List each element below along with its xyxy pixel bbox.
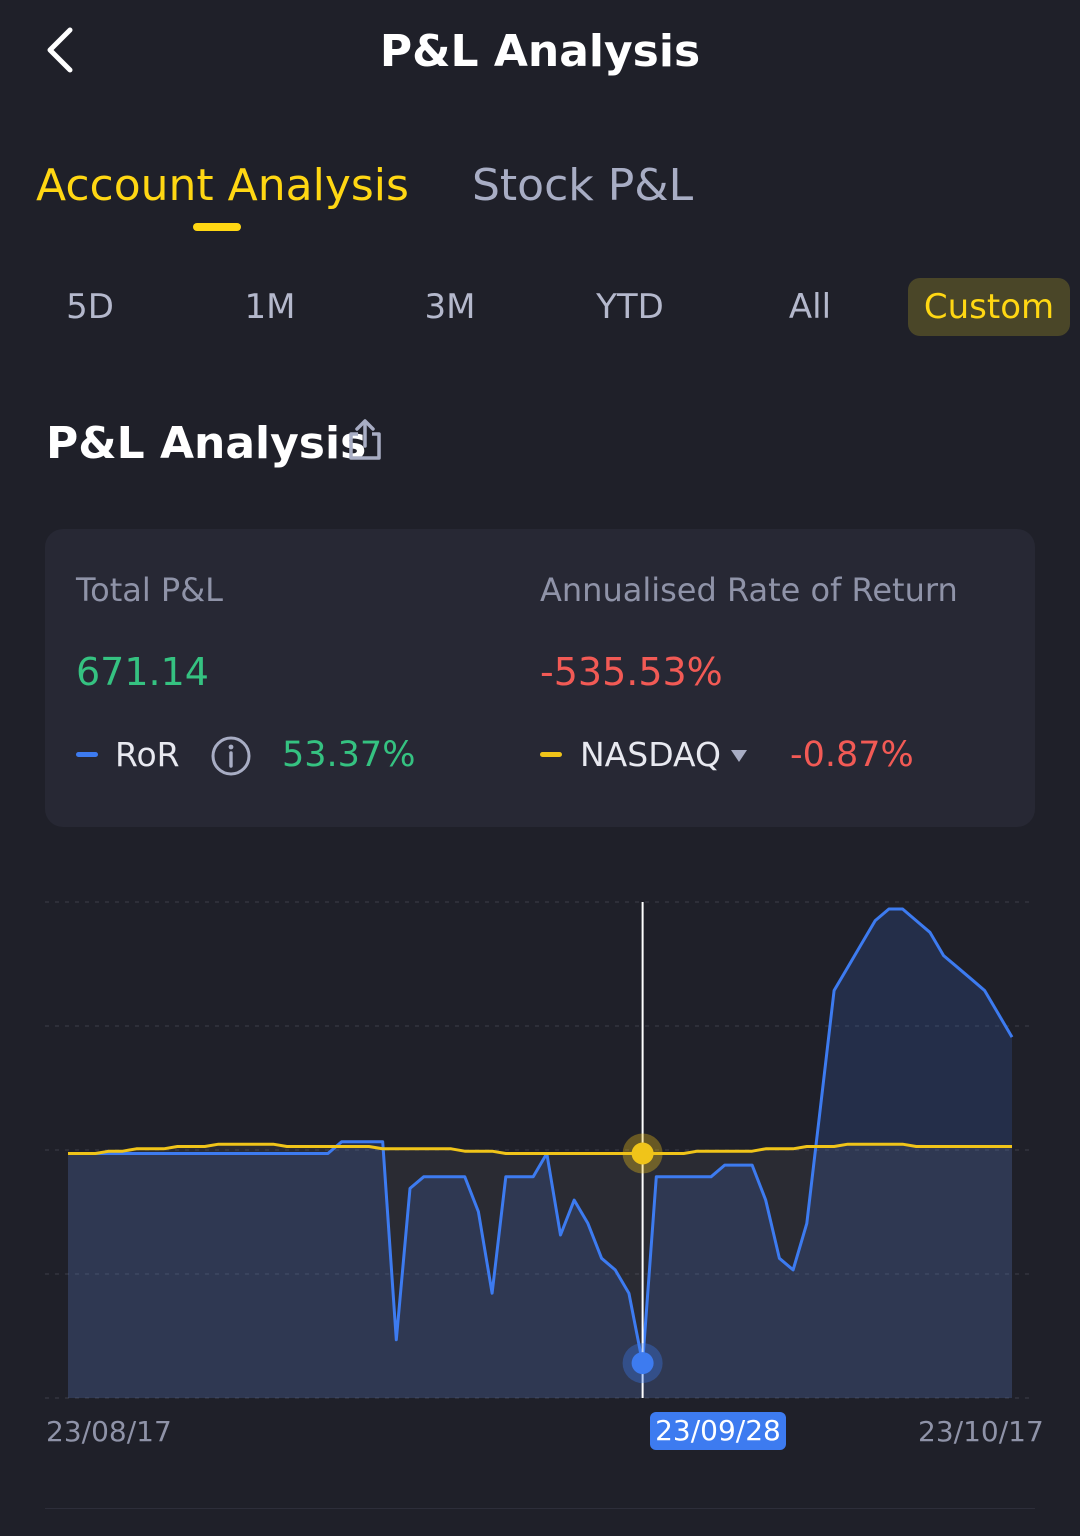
ror-legend-swatch [76, 752, 98, 757]
x-selected-label: 23/09/28 [650, 1412, 786, 1450]
annualised-return-value: -535.53% [540, 650, 723, 694]
ror-value: 53.37% [282, 735, 416, 775]
nasdaq-area [68, 1144, 1012, 1398]
benchmark-select-label[interactable]: NASDAQ [580, 735, 722, 774]
total-pl-value: 671.14 [76, 650, 209, 694]
range-5d[interactable]: 5D [66, 287, 114, 327]
range-custom[interactable]: Custom [908, 278, 1070, 336]
info-icon[interactable] [210, 735, 252, 777]
tab-account-analysis[interactable]: Account Analysis [36, 160, 409, 211]
section-title: P&L Analysis [46, 418, 367, 469]
total-pl-label: Total P&L [76, 571, 223, 609]
range-1m[interactable]: 1M [244, 287, 296, 327]
ror-area [68, 909, 1012, 1398]
nasdaq-legend-swatch [540, 752, 562, 757]
x-end-label: 23/10/17 [918, 1415, 1044, 1448]
nasdaq-series-line [68, 1142, 1012, 1155]
chevron-down-icon[interactable] [730, 748, 748, 762]
divider [45, 1508, 1035, 1509]
annualised-return-label: Annualised Rate of Return [540, 571, 958, 609]
benchmark-value: -0.87% [790, 735, 914, 775]
range-ytd[interactable]: YTD [596, 287, 664, 327]
range-3m[interactable]: 3M [424, 287, 476, 327]
chevron-left-icon [47, 27, 73, 73]
back-button[interactable] [40, 24, 88, 76]
tab-stock-pl[interactable]: Stock P&L [472, 160, 694, 211]
page-title: P&L Analysis [379, 26, 701, 77]
summary-card [45, 529, 1035, 827]
ror-series-line [68, 907, 1014, 1365]
x-start-label: 23/08/17 [46, 1415, 172, 1448]
ror-legend-label: RoR [115, 735, 180, 774]
range-all[interactable]: All [788, 287, 832, 327]
active-tab-indicator [193, 223, 241, 231]
ror-marker [631, 1352, 654, 1375]
share-icon[interactable] [344, 418, 386, 464]
pl-chart[interactable] [0, 880, 1080, 1410]
nasdaq-marker [631, 1142, 654, 1165]
